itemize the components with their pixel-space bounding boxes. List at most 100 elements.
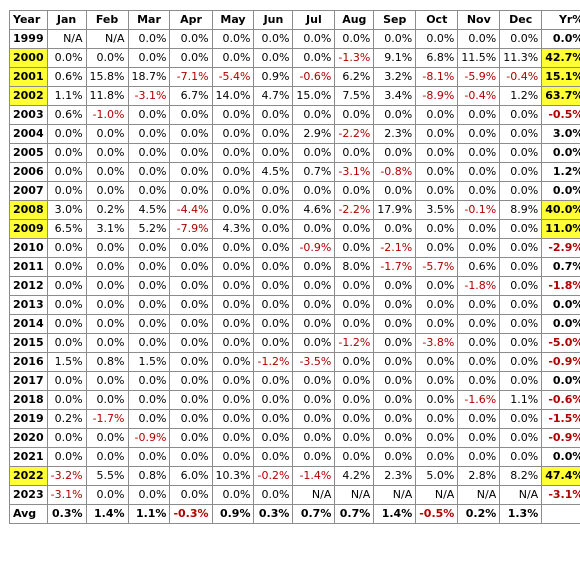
month-return-cell: 0.0% [127, 162, 171, 182]
month-return-cell: 0.0% [211, 352, 255, 372]
year-total-cell: -3.1% [541, 485, 580, 505]
month-return-cell: 0.0% [499, 371, 543, 391]
month-return-cell: -2.2% [334, 124, 375, 144]
year-cell: 2007 [9, 181, 48, 201]
month-return-cell: 0.0% [211, 276, 255, 296]
month-return-cell: 0.0% [292, 48, 336, 68]
year-total-cell: 0.0% [541, 314, 580, 334]
month-return-cell: 0.0% [46, 257, 87, 277]
table-row: 2012 0.0% 0.0% 0.0% 0.0% 0.0% 0.0% 0.0% 0.0% 0.0%… [9, 276, 580, 296]
month-return-cell: 0.0% [415, 409, 459, 429]
month-return-cell: 0.0% [127, 295, 171, 315]
month-return-cell: 0.0% [334, 409, 375, 429]
month-return-cell: 0.0% [253, 257, 294, 277]
month-return-cell: -2.2% [334, 200, 375, 220]
month-return-cell: 4.2% [334, 466, 375, 486]
average-year-cell [541, 504, 580, 524]
month-return-cell: 0.9% [253, 67, 294, 87]
month-return-cell: N/A [292, 485, 336, 505]
month-return-cell: -0.6% [292, 67, 336, 87]
year-cell: 2005 [9, 143, 48, 163]
month-return-cell: 0.0% [373, 314, 417, 334]
month-return-cell: -0.4% [499, 67, 543, 87]
month-return-cell: 0.0% [46, 390, 87, 410]
month-return-cell: 1.5% [127, 352, 171, 372]
month-return-cell: 0.0% [169, 162, 213, 182]
month-return-cell: 0.0% [334, 29, 375, 49]
month-return-cell: 2.9% [292, 124, 336, 144]
month-return-cell: 0.0% [211, 447, 255, 467]
year-total-cell: 0.7% [541, 257, 580, 277]
month-return-cell: 0.0% [169, 48, 213, 68]
month-return-cell: 0.0% [211, 48, 255, 68]
column-header-may: May [211, 10, 255, 30]
month-return-cell: 0.0% [169, 105, 213, 125]
month-return-cell: 0.0% [457, 371, 501, 391]
month-return-cell: 0.0% [211, 29, 255, 49]
month-return-cell: 0.0% [334, 276, 375, 296]
month-return-cell: -1.2% [253, 352, 294, 372]
month-return-cell: 0.0% [253, 219, 294, 239]
average-month-cell: -0.5% [415, 504, 459, 524]
column-header-year: Year [9, 10, 48, 30]
month-return-cell: 0.0% [457, 352, 501, 372]
year-total-cell: -0.6% [541, 390, 580, 410]
month-return-cell: 0.7% [292, 162, 336, 182]
month-return-cell: 0.0% [334, 390, 375, 410]
month-return-cell: 0.0% [292, 219, 336, 239]
average-month-cell: 0.2% [457, 504, 501, 524]
month-return-cell: -5.4% [211, 67, 255, 87]
month-return-cell: 0.0% [169, 390, 213, 410]
month-return-cell: 0.0% [211, 238, 255, 258]
column-header-aug: Aug [334, 10, 375, 30]
month-return-cell: 0.6% [457, 257, 501, 277]
month-return-cell: 0.0% [334, 181, 375, 201]
month-return-cell: 6.8% [415, 48, 459, 68]
month-return-cell: -3.8% [415, 333, 459, 353]
table-row: 2005 0.0% 0.0% 0.0% 0.0% 0.0% 0.0% 0.0% 0.0% 0.0%… [9, 143, 580, 163]
month-return-cell: 0.0% [169, 485, 213, 505]
month-return-cell: 0.0% [211, 333, 255, 353]
average-month-cell: 0.7% [292, 504, 336, 524]
year-total-cell: -5.0% [541, 333, 580, 353]
month-return-cell: 0.0% [253, 295, 294, 315]
month-return-cell: 0.0% [127, 447, 171, 467]
month-return-cell: 0.0% [127, 409, 171, 429]
month-return-cell: 0.0% [499, 124, 543, 144]
year-cell: 2011 [9, 257, 48, 277]
month-return-cell: 0.0% [253, 428, 294, 448]
month-return-cell: 3.5% [415, 200, 459, 220]
table-row: 2013 0.0% 0.0% 0.0% 0.0% 0.0% 0.0% 0.0% 0.0% 0.0%… [9, 295, 580, 315]
month-return-cell: 0.0% [211, 428, 255, 448]
month-return-cell: -1.6% [457, 390, 501, 410]
month-return-cell: 0.0% [127, 371, 171, 391]
month-return-cell: 2.3% [373, 466, 417, 486]
month-return-cell: 0.0% [457, 314, 501, 334]
year-cell: 1999 [9, 29, 48, 49]
month-return-cell: 0.0% [46, 276, 87, 296]
month-return-cell: 0.0% [415, 219, 459, 239]
month-return-cell: 0.0% [253, 181, 294, 201]
month-return-cell: 0.0% [85, 447, 129, 467]
month-return-cell: -7.9% [169, 219, 213, 239]
month-return-cell: 0.0% [334, 371, 375, 391]
month-return-cell: N/A [46, 29, 87, 49]
month-return-cell: 4.6% [292, 200, 336, 220]
month-return-cell: 0.0% [127, 314, 171, 334]
month-return-cell: 0.0% [253, 371, 294, 391]
month-return-cell: 0.0% [373, 428, 417, 448]
month-return-cell: 0.0% [457, 162, 501, 182]
month-return-cell: 0.0% [292, 105, 336, 125]
month-return-cell: 17.9% [373, 200, 417, 220]
month-return-cell: 0.0% [169, 447, 213, 467]
month-return-cell: 0.0% [85, 390, 129, 410]
month-return-cell: 0.0% [457, 333, 501, 353]
month-return-cell: 0.0% [169, 276, 213, 296]
month-return-cell: 0.0% [415, 276, 459, 296]
month-return-cell: 0.0% [169, 352, 213, 372]
year-cell: 2019 [9, 409, 48, 429]
month-return-cell: 0.0% [373, 295, 417, 315]
month-return-cell: 0.0% [46, 371, 87, 391]
month-return-cell: 0.0% [373, 390, 417, 410]
month-return-cell: 0.0% [253, 485, 294, 505]
